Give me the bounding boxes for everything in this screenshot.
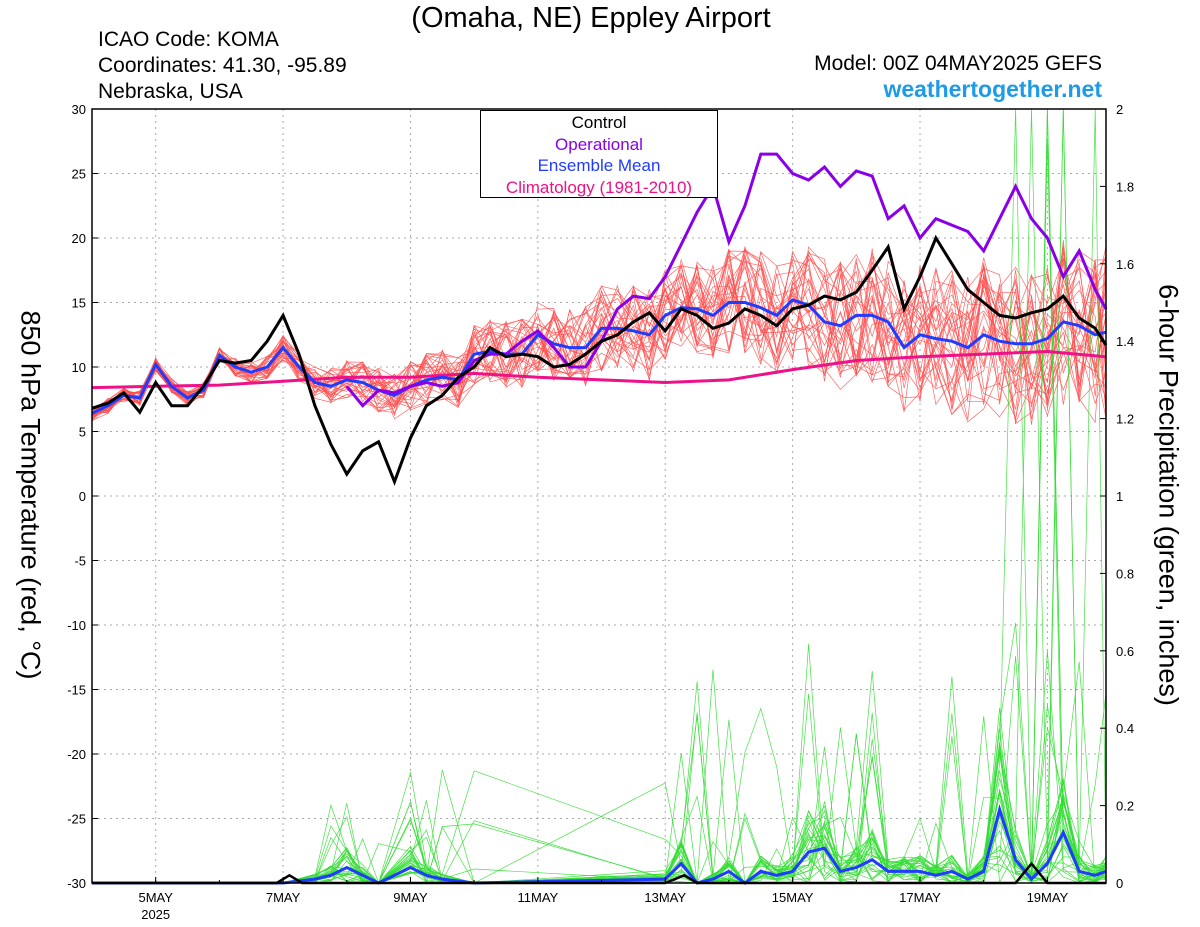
x-tick-label: 17MAY [899, 890, 941, 905]
ensemble-member-temp-line [91, 249, 1107, 420]
ensemble-member-precip-line [92, 770, 1107, 884]
ensemble-member-temp-line [91, 255, 1107, 416]
y2-tick-label: 0.4 [1116, 721, 1134, 736]
x-tick-label: 13MAY [644, 890, 686, 905]
x-tick-label: 9MAY [393, 890, 428, 905]
y-tick-label: 30 [72, 102, 86, 117]
y2-tick-label: 0.6 [1116, 644, 1134, 659]
ensemble-member-temp-line [91, 264, 1107, 418]
y-tick-label: 0 [79, 489, 86, 504]
y2-tick-label: 1.8 [1116, 179, 1134, 194]
control-temp-line [91, 234, 1108, 487]
y-tick-label: -30 [67, 876, 86, 891]
y2-tick-label: 1.6 [1116, 257, 1134, 272]
y-tick-label: -20 [67, 747, 86, 762]
y-tick-label: 5 [79, 425, 86, 440]
ensemble-mean-precip-line [92, 804, 1107, 885]
axis-ticks: 302520151050-5-10-15-20-25-3021.81.61.41… [67, 102, 1134, 922]
region: Nebraska, USA [98, 80, 243, 103]
climatology-line [91, 349, 1107, 390]
chart-title: (Omaha, NE) Eppley Airport [411, 2, 771, 34]
operational-temp-line [345, 152, 1108, 408]
ensemble-member-precip-line [92, 661, 1107, 884]
y2-tick-label: 1.2 [1116, 412, 1134, 427]
x-tick-label: 7MAY [266, 890, 301, 905]
model-run: Model: 00Z 04MAY2025 GEFS [814, 52, 1102, 75]
legend: Control Operational Ensemble Mean Climat… [480, 110, 718, 198]
ensemble-member-temp-line [91, 254, 1107, 420]
ensemble-member-precip-line [92, 644, 1107, 884]
control-precip-line [92, 861, 1106, 885]
y-tick-label: -10 [67, 618, 86, 633]
main-series-lines [91, 152, 1108, 885]
legend-ensemble-mean: Ensemble Mean [537, 156, 661, 175]
y-tick-label: 15 [72, 296, 86, 311]
brand-link[interactable]: weathertogether.net [883, 76, 1102, 102]
legend-operational: Operational [555, 134, 643, 154]
y-axis-label-left: 850 hPa Temperature (red, °C) [15, 310, 46, 680]
y-tick-label: -15 [67, 683, 86, 698]
legend-climatology: Climatology (1981-2010) [505, 177, 693, 197]
legend-control: Control [571, 113, 627, 132]
ensemble-member-temp-line [91, 250, 1107, 415]
ensemble-member-precip-line [92, 692, 1107, 884]
ensemble-member-precip-line [92, 650, 1107, 884]
y2-tick-label: 1 [1116, 489, 1123, 504]
ensemble-mean-temp-line [91, 298, 1107, 415]
x-tick-label: 5MAY [138, 890, 173, 905]
y2-tick-label: 0.8 [1116, 566, 1134, 581]
y-tick-label: 25 [72, 167, 86, 182]
x-tick-label: 19MAY [1027, 890, 1069, 905]
y-tick-label: -5 [74, 554, 86, 569]
ensemble-member-precip-line [92, 139, 1107, 884]
x-tick-sublabel: 2025 [141, 907, 170, 922]
x-tick-label: 11MAY [518, 890, 559, 905]
coordinates: Coordinates: 41.30, -95.89 [98, 54, 347, 77]
ensemble-member-temp-line [91, 250, 1107, 419]
y-axis-label-right: 6-hour Precipitation (green, inches) [1153, 284, 1184, 706]
ensemble-member-temp-line [91, 258, 1107, 409]
ensemble-member-precip-line [92, 693, 1107, 884]
y2-tick-label: 0.2 [1116, 799, 1134, 814]
ensemble-member-temp-line [91, 247, 1107, 425]
y-tick-label: 20 [72, 231, 86, 246]
y2-tick-label: 2 [1116, 102, 1123, 117]
y-tick-label: -25 [67, 812, 86, 827]
ensemble-member-temp-line [91, 254, 1107, 411]
icao-code: ICAO Code: KOMA [98, 28, 279, 51]
y2-tick-label: 1.4 [1116, 334, 1134, 349]
ensemble-member-precip-line [92, 676, 1107, 884]
y-tick-label: 10 [72, 360, 86, 375]
y2-tick-label: 0 [1116, 876, 1123, 891]
ensemble-member-precip-line [92, 655, 1107, 885]
x-tick-label: 15MAY [772, 890, 814, 905]
